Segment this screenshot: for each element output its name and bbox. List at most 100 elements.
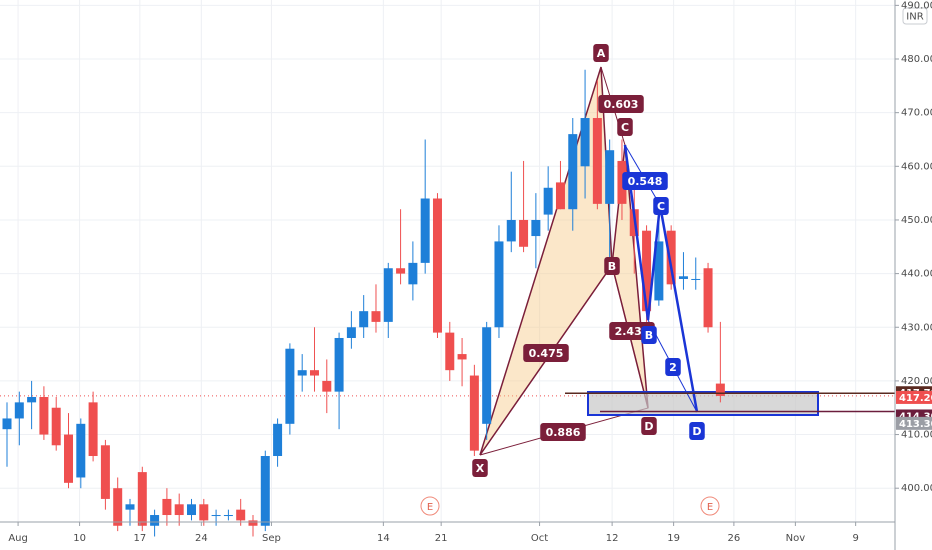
candle-body (150, 515, 160, 526)
candle-body (100, 445, 110, 499)
candle-body (260, 456, 270, 526)
x-tick-label: Nov (786, 533, 806, 544)
candle-body (383, 268, 393, 322)
pattern-ratio: 0.475 (523, 344, 569, 362)
candle-body (236, 509, 246, 521)
candle-body (211, 515, 221, 517)
pattern2-point: C (653, 197, 669, 215)
candle-body (297, 370, 307, 376)
candle-body (309, 370, 319, 376)
pattern-ratio: 0.603 (598, 95, 644, 113)
candle-body (125, 504, 135, 510)
x-tick-label: 19 (667, 533, 680, 544)
pattern-point-text: C (621, 121, 629, 134)
candles (2, 69, 725, 537)
candle-body (457, 354, 467, 360)
candle-body (162, 498, 172, 516)
pattern2-ratio-text: 2 (669, 361, 677, 374)
x-tick-label: 14 (377, 533, 390, 544)
pattern2-point-box (641, 326, 657, 344)
candle-body (248, 520, 258, 526)
y-tick-label: 430.00 (901, 322, 932, 333)
pattern-ratio-text: 0.603 (604, 98, 639, 111)
pattern2-ratio: 2 (665, 358, 681, 376)
candle-body (174, 504, 184, 516)
candle-body (531, 219, 541, 237)
candle-body (334, 337, 344, 392)
candle-body (137, 472, 147, 526)
candle-body (654, 241, 664, 301)
candle-body (199, 504, 209, 521)
event-label: E (427, 502, 433, 513)
pattern2-point-text: B (645, 329, 653, 342)
y-tick-label: 490.00 (901, 0, 932, 11)
candle-body (223, 515, 233, 517)
event-marker (420, 496, 440, 516)
candle-body (617, 160, 627, 204)
candle-body (396, 268, 406, 274)
y-tick-label: 440.00 (901, 269, 932, 280)
x-tick-label: Sep (262, 533, 281, 544)
candle-body (642, 230, 652, 312)
pattern-point: C (617, 118, 633, 136)
event-marker (700, 496, 720, 516)
pattern-point-box (593, 44, 609, 62)
pattern-ratio-text: 2.434 (615, 325, 650, 338)
x-tick-label: 12 (606, 533, 619, 544)
pattern2-ratio: 0.548 (622, 172, 668, 190)
pattern2-point: D (689, 422, 705, 440)
x-tick-label: 24 (195, 533, 208, 544)
grid (0, 0, 895, 522)
candle-body (543, 187, 553, 215)
x-tick-label: 10 (73, 533, 86, 544)
candle-body (285, 348, 295, 424)
pattern-point: D (641, 417, 657, 435)
candle-body (76, 423, 86, 478)
candle-body (605, 150, 615, 204)
pattern2-point-box (689, 422, 705, 440)
candle-body (555, 182, 565, 210)
pattern-point-text: D (644, 420, 653, 433)
pattern2-ratio-text: 0.548 (628, 175, 663, 188)
candle-body (494, 241, 504, 328)
candle-body (88, 402, 98, 457)
x-tick-label: 21 (435, 533, 448, 544)
candle-body (39, 396, 49, 435)
pattern-fills (479, 66, 819, 456)
pattern-point-box (604, 257, 620, 275)
candle-body (273, 423, 283, 457)
y-tick-label: 460.00 (901, 161, 932, 172)
candle-body (715, 383, 725, 396)
currency: INR (906, 12, 923, 23)
y-tick-label: 420.00 (901, 376, 932, 387)
pattern2-ratio-box (622, 172, 668, 190)
candle-body (51, 407, 61, 446)
pattern-ratio-text: 0.475 (529, 347, 564, 360)
candle-body (420, 198, 430, 263)
candle-body (703, 268, 713, 328)
candle-body (691, 278, 701, 280)
candle-body (568, 134, 578, 210)
candle-body (445, 332, 455, 371)
target-box (587, 391, 819, 416)
pattern2-point: B (641, 326, 657, 344)
pattern2-ratio-box (665, 358, 681, 376)
x-tick-label: 26 (728, 533, 741, 544)
candle-body (506, 219, 516, 242)
x-tick-label: 17 (133, 533, 146, 544)
pattern-point: A (593, 44, 609, 62)
pattern-ratio-box (523, 344, 569, 362)
pattern-point-box (641, 417, 657, 435)
candle-body (2, 418, 12, 430)
candle-body (592, 118, 602, 204)
pattern-ratio-box (598, 95, 644, 113)
x-tick-label: Aug (8, 533, 28, 544)
candle-body (14, 402, 24, 419)
currency-box (902, 7, 928, 25)
y-tick-label: 470.00 (901, 108, 932, 119)
candle-body (27, 396, 37, 403)
candle-body (678, 276, 688, 279)
